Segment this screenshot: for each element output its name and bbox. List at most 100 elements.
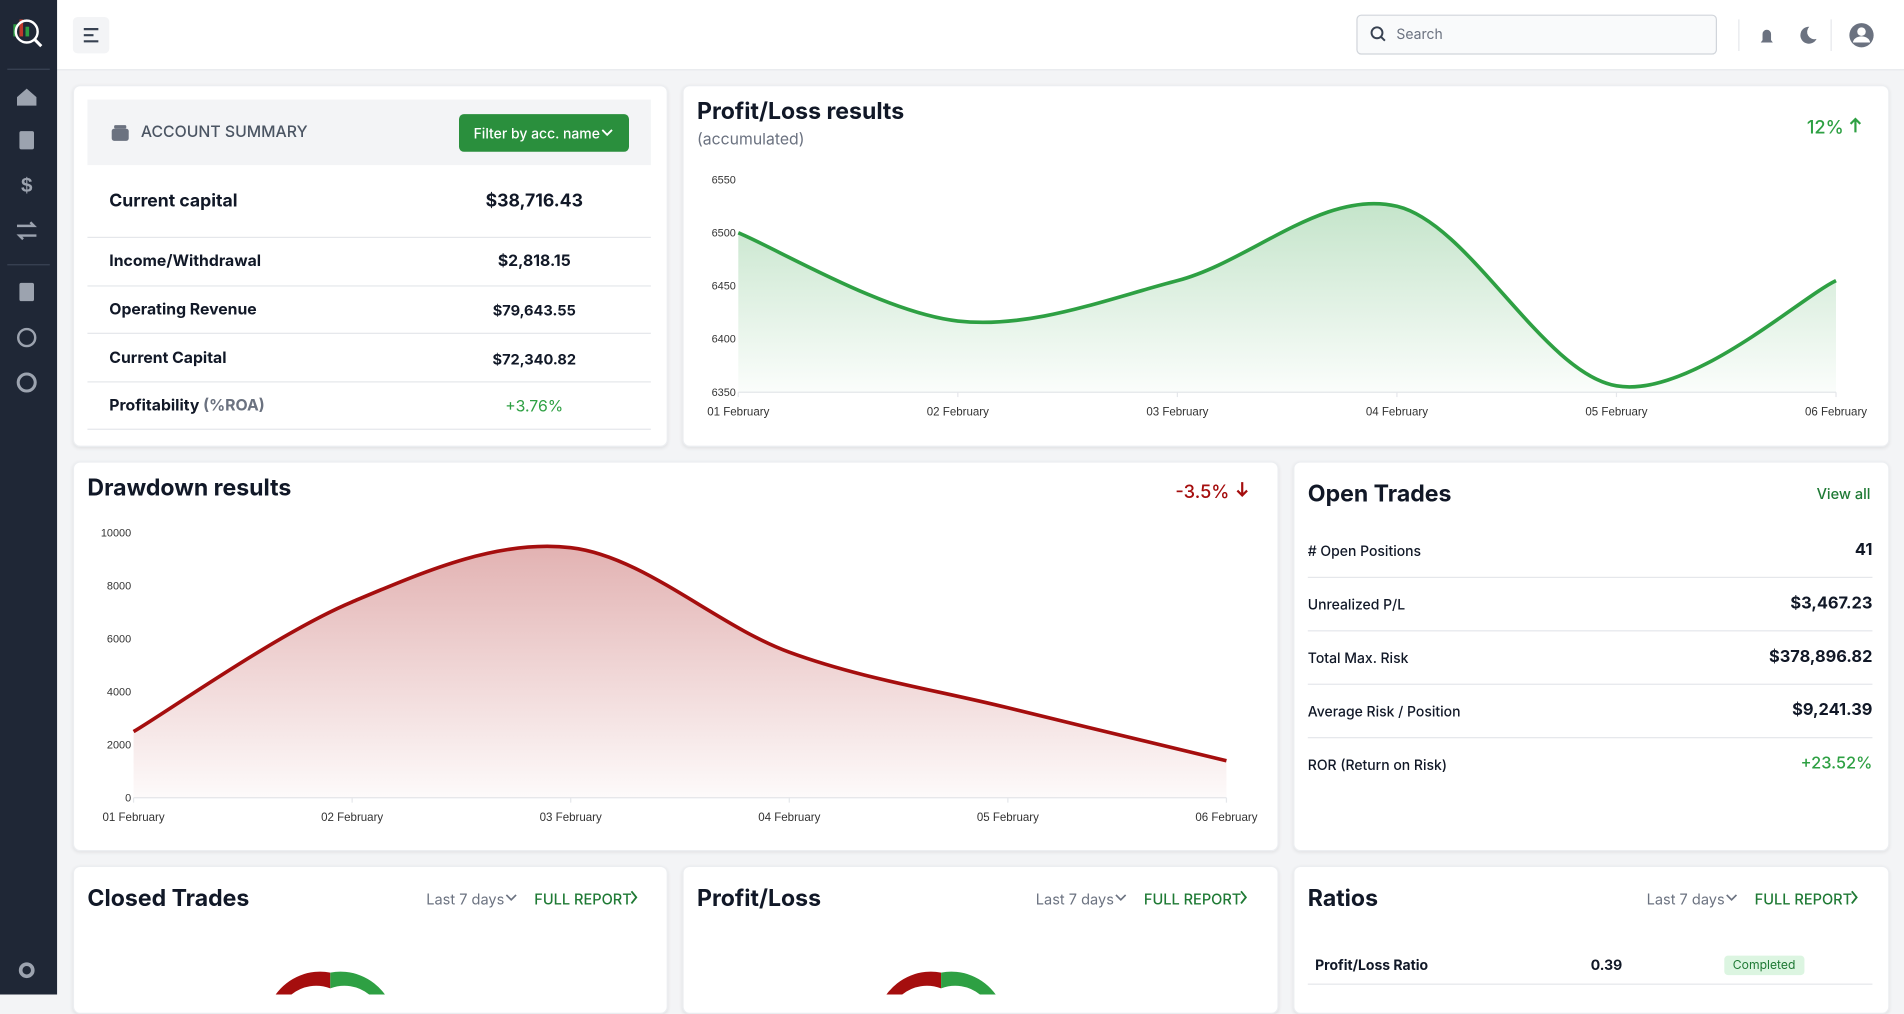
row-label: Income/Withdrawal: [109, 251, 262, 271]
x-tick-label: 02 February: [321, 812, 383, 824]
x-tick-label: 03 February: [1146, 406, 1208, 418]
divider: [87, 285, 651, 287]
divider: [1307, 983, 1873, 985]
row-label: # Open Positions: [1307, 542, 1422, 560]
area: [738, 203, 1837, 393]
filter-button[interactable]: Filter by acc. name: [459, 114, 630, 152]
y-tick-label: 6000: [107, 634, 131, 646]
row-label: Total Max. Risk: [1307, 649, 1409, 667]
clipboard-icon[interactable]: [19, 282, 35, 302]
x-tick-label: 04 February: [1366, 406, 1428, 418]
y-tick-label: 6500: [712, 227, 736, 239]
up-arrow: [1849, 117, 1862, 133]
full-report-link[interactable]: FULL REPORT: [534, 890, 632, 909]
y-tick-label: 0: [125, 792, 131, 804]
divider: [1307, 683, 1873, 685]
row-label: ROR (Return on Risk): [1307, 756, 1447, 774]
dollar-icon[interactable]: $: [21, 174, 33, 197]
sidebar-icons: $: [7, 19, 50, 979]
top-icons: [1738, 19, 1874, 52]
x-tick-label: 02 February: [927, 406, 989, 418]
menu-icon: [83, 28, 99, 43]
change-badge: 12%: [1806, 115, 1844, 139]
settings-icon[interactable]: [18, 962, 35, 979]
transfer-icon[interactable]: [16, 221, 37, 241]
divider: [1307, 576, 1873, 579]
search-placeholder: Search: [1396, 25, 1443, 43]
y-tick-label: 4000: [107, 687, 131, 699]
sidebar: $: [0, 0, 58, 995]
view-all-link[interactable]: View all: [1816, 484, 1871, 503]
row-value: +23.52%: [1800, 754, 1873, 774]
row-label: Operating Revenue: [109, 299, 257, 320]
row-value: 41: [1854, 540, 1873, 560]
y-tick-label: 10000: [101, 528, 131, 540]
x-tick-label: 06 February: [1195, 812, 1257, 824]
ratio-value: 0.39: [1590, 956, 1623, 974]
period-select[interactable]: Last 7 days: [426, 890, 505, 909]
ratios-card: [1293, 865, 1890, 1014]
divider: [87, 332, 651, 334]
line: [737, 201, 1837, 389]
card-title: Profit/Loss: [697, 884, 822, 912]
search-box[interactable]: Search: [1356, 14, 1718, 55]
home-icon[interactable]: [17, 88, 37, 106]
period-select[interactable]: Last 7 days: [1646, 890, 1725, 909]
ratio-label: Profit/Loss Ratio: [1315, 956, 1429, 974]
full-report-link[interactable]: FULL REPORT: [1143, 890, 1242, 909]
x-tick-label: 01 February: [103, 812, 165, 824]
calc-icon[interactable]: [19, 131, 35, 150]
status-badge: Completed: [1724, 955, 1804, 976]
row-value: $2,818.15: [497, 251, 571, 271]
row-label: Current Capital: [109, 348, 227, 368]
row-value: +3.76%: [505, 397, 564, 417]
card-title: Open Trades: [1307, 479, 1452, 508]
bell-icon[interactable]: [1760, 29, 1773, 43]
x-tick-label: 06 February: [1805, 406, 1867, 418]
divider: [87, 428, 651, 430]
row-value: $38,716.43: [485, 190, 583, 212]
row-value: $3,467.23: [1790, 593, 1873, 614]
area: [133, 546, 1227, 798]
open-trades-card: [1293, 461, 1890, 852]
x-tick-label: 01 February: [707, 406, 769, 418]
chevron: [1115, 894, 1127, 901]
x-tick-label: 03 February: [540, 812, 602, 824]
chart-title: Profit/Loss results: [697, 97, 905, 126]
full-report-link[interactable]: FULL REPORT: [1754, 890, 1853, 909]
label-note: (%ROA): [203, 395, 265, 416]
wallet-icon: [111, 125, 129, 141]
chart-title: Drawdown results: [87, 473, 292, 502]
y-tick-label: 6400: [712, 334, 736, 346]
chevron: [1851, 890, 1858, 905]
y-tick-label: 6550: [712, 174, 736, 186]
row-value: $79,643.55: [492, 301, 576, 320]
filter-button-label: Filter by acc. name: [473, 125, 600, 143]
y-tick-label: 2000: [107, 739, 131, 751]
donut: [886, 971, 996, 995]
y-tick-label: 8000: [107, 581, 131, 593]
search-icon: [1370, 26, 1386, 42]
label-text: Profitability: [109, 395, 200, 416]
card-title: Ratios: [1307, 884, 1379, 912]
line: [132, 544, 1227, 763]
account-summary-title: ACCOUNT SUMMARY: [140, 122, 308, 143]
chart-subtitle: (accumulated): [697, 129, 805, 150]
row-label: Unrealized P/L: [1307, 596, 1406, 614]
support-icon[interactable]: [16, 372, 37, 393]
y-tick-label: 6350: [712, 387, 736, 399]
theme-icon[interactable]: [1800, 26, 1817, 44]
y-tick-label: 6450: [712, 281, 736, 293]
change-badge: -3.5%: [1175, 479, 1230, 503]
divider: [87, 381, 651, 383]
row-label: Current capital: [109, 190, 238, 212]
menu-button[interactable]: [72, 17, 110, 54]
help-icon[interactable]: [17, 327, 37, 348]
x-tick-label: 05 February: [1585, 406, 1647, 418]
divider: [87, 236, 651, 239]
period-select[interactable]: Last 7 days: [1035, 890, 1114, 909]
chevron: [1240, 890, 1248, 905]
